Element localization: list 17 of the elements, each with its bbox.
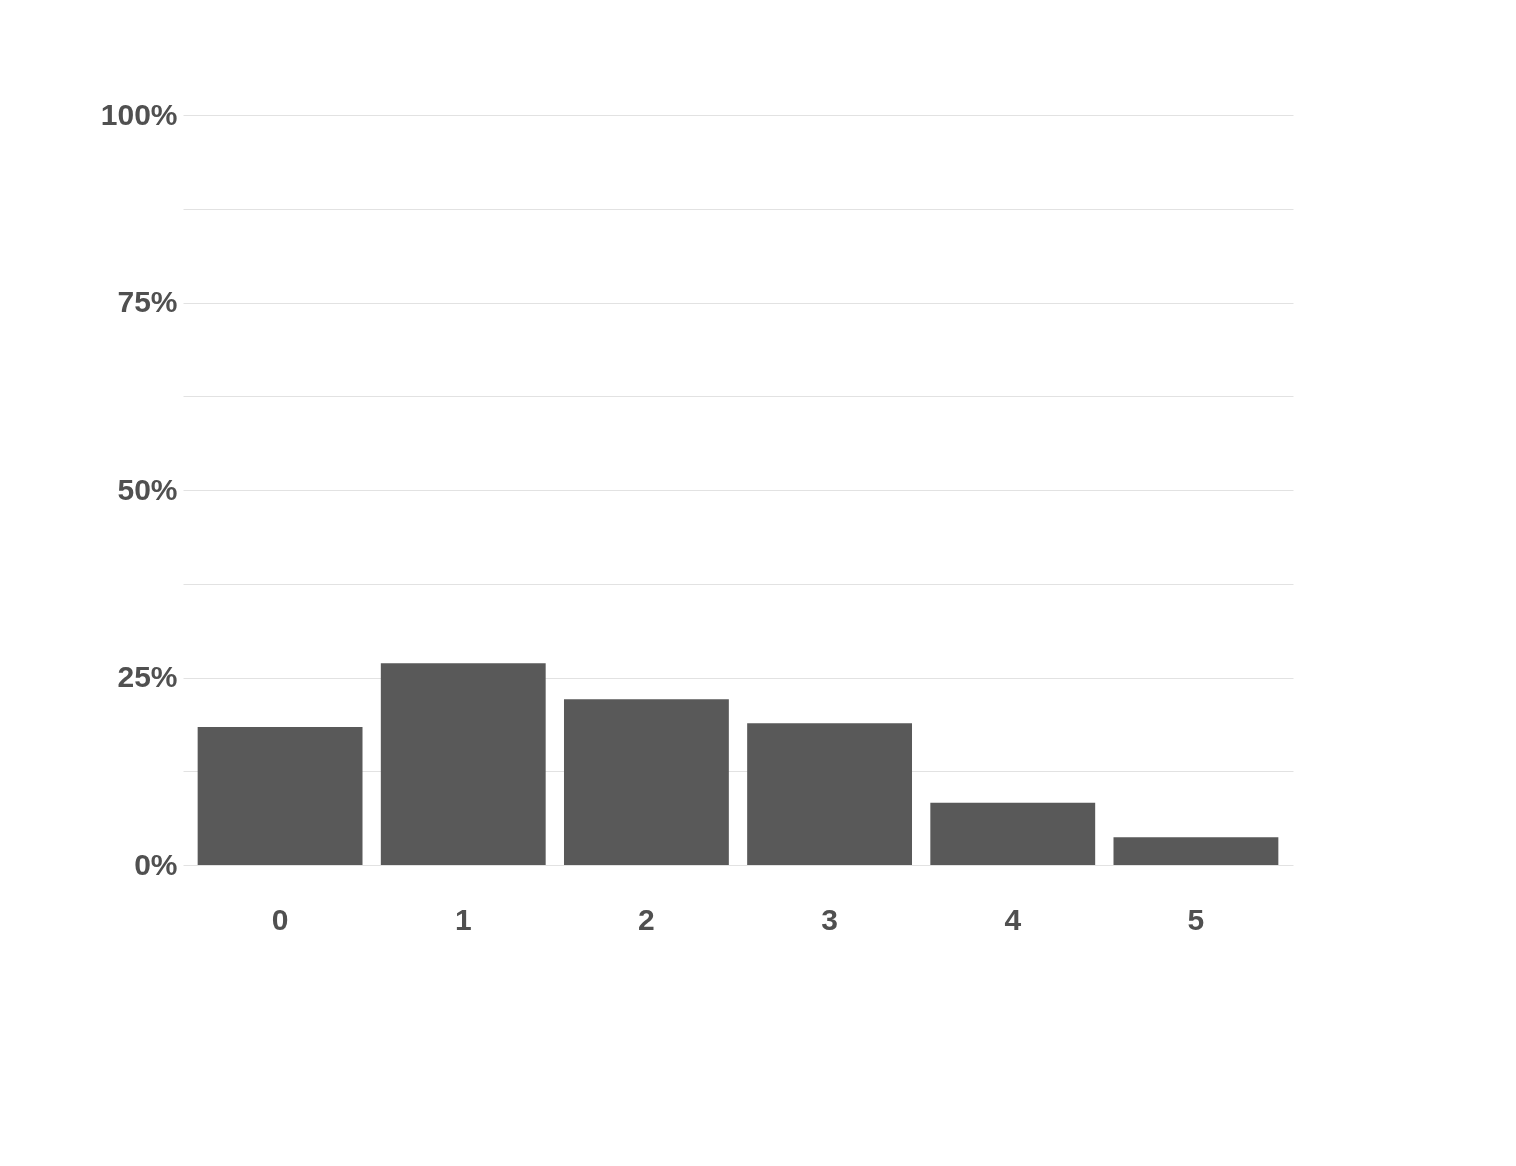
- x-tick-label: 0: [271, 902, 289, 936]
- y-tick-label: 75%: [117, 285, 178, 318]
- y-tick-label: 100%: [100, 97, 178, 131]
- x-tick-label: 4: [1004, 902, 1022, 936]
- bar: [1113, 837, 1279, 865]
- y-tick-label: 25%: [117, 660, 178, 693]
- x-tick-label: 5: [1187, 902, 1205, 936]
- bar: [930, 802, 1096, 865]
- x-tick-label: 2: [638, 902, 655, 936]
- y-tick-label: 50%: [117, 472, 178, 506]
- bar: [380, 663, 546, 865]
- bar: [747, 723, 913, 865]
- x-tick-label: 1: [454, 902, 472, 936]
- bar: [197, 727, 363, 865]
- x-tick-label: 3: [821, 902, 838, 936]
- y-tick-label: 0%: [134, 847, 178, 881]
- bar: [563, 699, 729, 865]
